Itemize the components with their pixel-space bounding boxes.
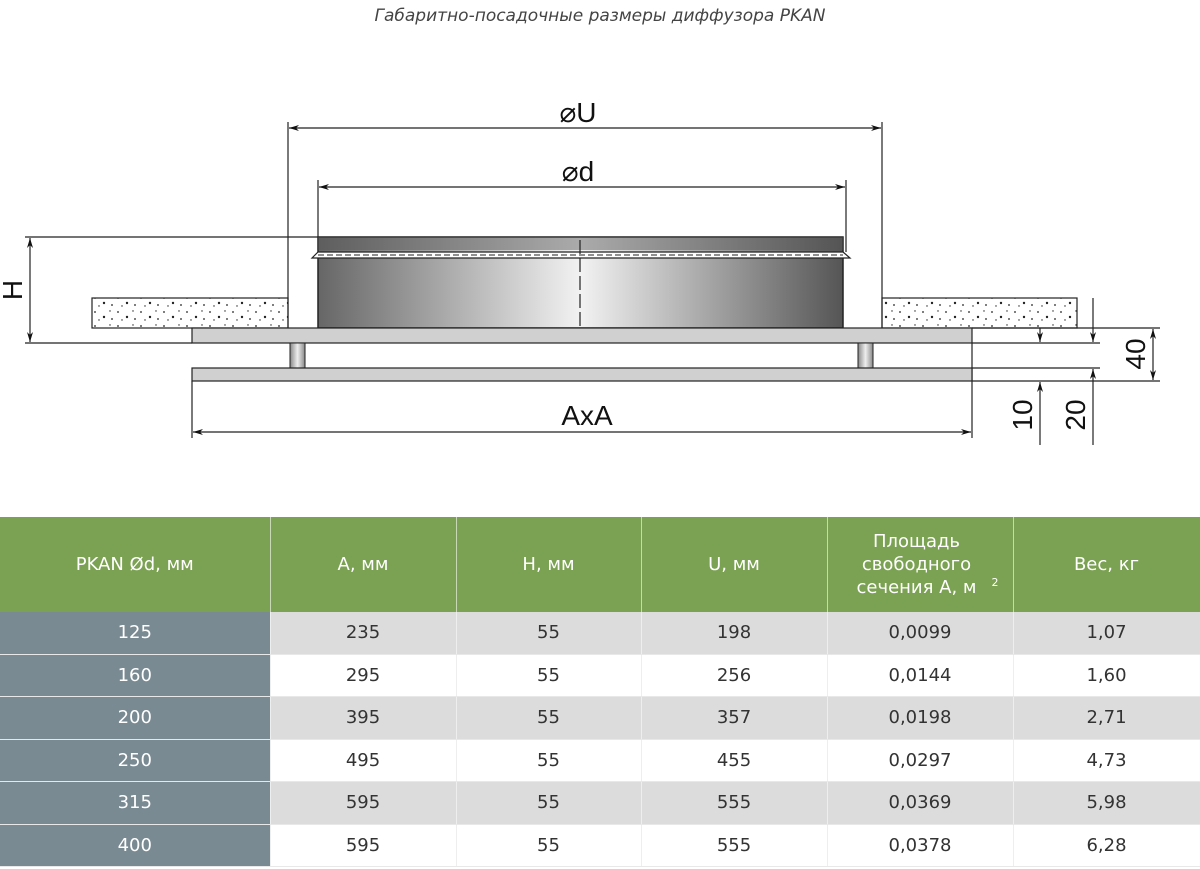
table-cell: 555 xyxy=(641,824,828,867)
table-row: 250 495 55 455 0,0297 4,73 xyxy=(0,739,1200,782)
table-cell: 0,0198 xyxy=(827,696,1014,740)
col-header: H, мм xyxy=(456,517,642,612)
table-row: 315 595 55 555 0,0369 5,98 xyxy=(0,781,1200,825)
row-diameter: 250 xyxy=(0,739,271,782)
table-cell: 5,98 xyxy=(1013,781,1200,825)
diffuser-drawing: ⌀U ⌀d AxA H 10 20 40 xyxy=(0,97,1160,445)
post-left xyxy=(289,342,306,369)
col-header: U, мм xyxy=(641,517,828,612)
table-cell: 55 xyxy=(456,696,642,740)
table-cell: 0,0297 xyxy=(827,739,1014,782)
table-cell: 55 xyxy=(456,612,642,655)
table-row: 160 295 55 256 0,0144 1,60 xyxy=(0,654,1200,697)
table-cell: 55 xyxy=(456,739,642,782)
table-cell: 4,73 xyxy=(1013,739,1200,782)
top-plate xyxy=(191,327,973,344)
table-cell: 595 xyxy=(270,781,457,825)
table-cell: 595 xyxy=(270,824,457,867)
table-row: 200 395 55 357 0,0198 2,71 xyxy=(0,696,1200,740)
label-AxA: AxA xyxy=(561,400,613,431)
table-cell: 395 xyxy=(270,696,457,740)
table-cell: 0,0144 xyxy=(827,654,1014,697)
table-cell: 198 xyxy=(641,612,828,655)
row-diameter: 200 xyxy=(0,696,271,740)
row-diameter: 400 xyxy=(0,824,271,867)
row-diameter: 160 xyxy=(0,654,271,697)
table-cell: 55 xyxy=(456,654,642,697)
label-10: 10 xyxy=(1007,399,1038,430)
table-cell: 295 xyxy=(270,654,457,697)
table-cell: 1,60 xyxy=(1013,654,1200,697)
table-cell: 6,28 xyxy=(1013,824,1200,867)
table-cell: 2,71 xyxy=(1013,696,1200,740)
label-U: ⌀U xyxy=(559,97,596,128)
label-d: ⌀d xyxy=(562,156,594,187)
table-cell: 256 xyxy=(641,654,828,697)
table-cell: 357 xyxy=(641,696,828,740)
label-H: H xyxy=(0,280,28,300)
table-row: 400 595 55 555 0,0378 6,28 xyxy=(0,824,1200,867)
dimensions-table: PKAN Ød, мм A, мм H, мм U, мм Площадь св… xyxy=(0,517,1200,867)
table-cell: 0,0369 xyxy=(827,781,1014,825)
row-diameter: 315 xyxy=(0,781,271,825)
col-header: Вес, кг xyxy=(1013,517,1200,612)
label-40: 40 xyxy=(1120,338,1151,369)
col-header: PKAN Ød, мм xyxy=(0,517,271,612)
ceiling-right xyxy=(881,297,1078,329)
table-cell: 55 xyxy=(456,824,642,867)
col-header: A, мм xyxy=(270,517,457,612)
post-right xyxy=(857,342,874,369)
drawing-title: Габаритно-посадочные размеры диффузора P… xyxy=(374,6,826,26)
table-cell: 55 xyxy=(456,781,642,825)
table-cell: 455 xyxy=(641,739,828,782)
label-20: 20 xyxy=(1060,399,1091,430)
table-row: 125 235 55 198 0,0099 1,07 xyxy=(0,612,1200,655)
header-row: PKAN Ød, мм A, мм H, мм U, мм Площадь св… xyxy=(0,517,1200,612)
table-cell: 0,0378 xyxy=(827,824,1014,867)
table-cell: 0,0099 xyxy=(827,612,1014,655)
row-diameter: 125 xyxy=(0,612,271,655)
table-cell: 495 xyxy=(270,739,457,782)
ceiling-left xyxy=(91,297,289,329)
bottom-plate xyxy=(191,367,973,382)
table-cell: 235 xyxy=(270,612,457,655)
table-cell: 1,07 xyxy=(1013,612,1200,655)
table-cell: 555 xyxy=(641,781,828,825)
